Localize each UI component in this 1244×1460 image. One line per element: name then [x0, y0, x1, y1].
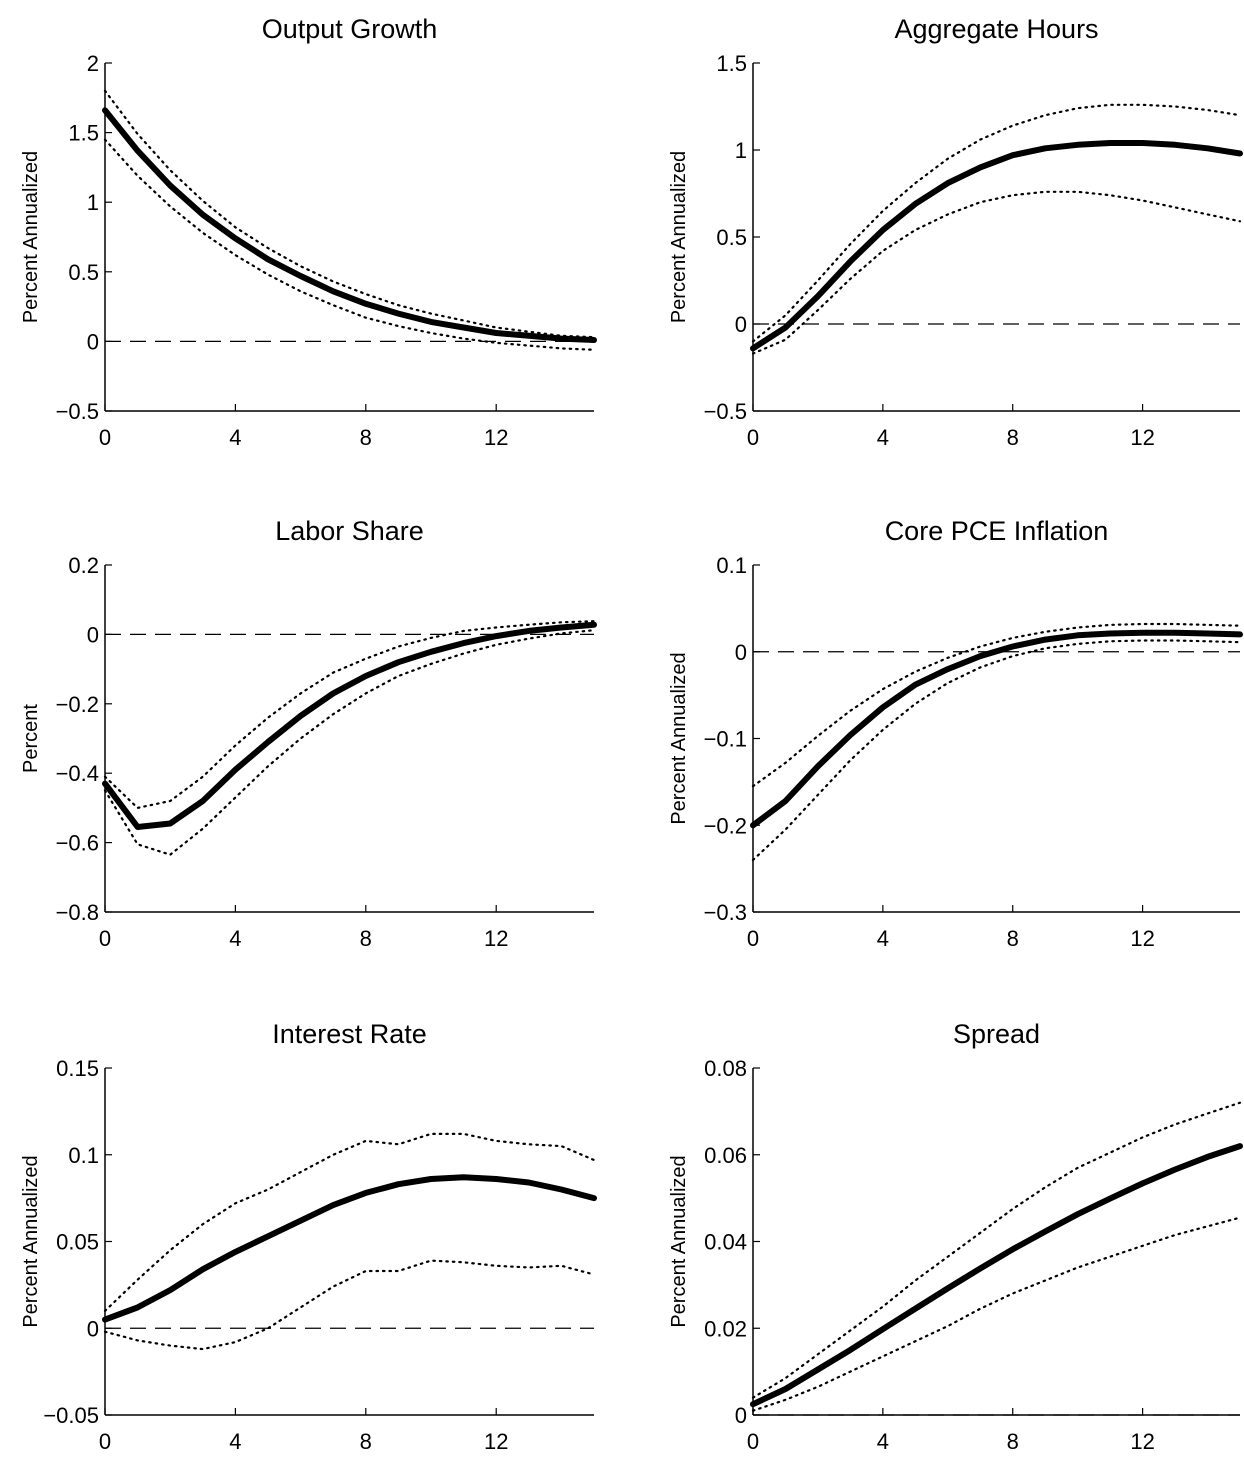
x-tick-label: 0 — [747, 425, 759, 450]
y-tick-label: 0 — [87, 1316, 99, 1341]
y-tick-label: −0.2 — [704, 813, 747, 838]
x-tick-label: 4 — [877, 926, 889, 951]
panel-5: Interest Rate Percent Annualized 0 4 8 12 −0.0… — [20, 1019, 597, 1454]
upper-band-line — [751, 1101, 1242, 1399]
median-response-line — [102, 107, 597, 343]
lower-band-line — [103, 138, 596, 351]
y-tick-label: 0.1 — [716, 553, 747, 578]
y-tick-label: 1.5 — [68, 121, 99, 146]
y-tick-label: −0.5 — [704, 399, 747, 424]
y-tick-label: 0.15 — [56, 1056, 99, 1081]
y-axis-label: Percent Annualized — [668, 151, 690, 323]
upper-band-line — [751, 622, 1242, 788]
upper-band-line — [103, 89, 596, 339]
y-tick-label: 0.5 — [716, 225, 747, 250]
x-tick-label: 8 — [1007, 926, 1019, 951]
panel-title: Core PCE Inflation — [885, 516, 1109, 546]
y-tick-label: −0.2 — [56, 692, 99, 717]
panel-title: Interest Rate — [272, 1019, 427, 1049]
y-tick-label: 0 — [735, 640, 747, 665]
lower-band-line — [751, 639, 1242, 862]
y-axis-label: Percent — [20, 704, 42, 773]
x-tick-label: 4 — [229, 1429, 241, 1454]
lower-band-line — [751, 190, 1242, 355]
y-tick-label: 0.05 — [56, 1230, 99, 1255]
median-response-line — [102, 621, 597, 830]
y-tick-label: −0.1 — [704, 727, 747, 752]
panel-3: Labor Share Percent 0 4 8 12 −0.8 −0.6 −0.4 −0.2 0… — [20, 516, 597, 951]
y-tick-label: 0.02 — [704, 1316, 747, 1341]
y-axis-label: Percent Annualized — [20, 1155, 42, 1327]
y-tick-label: 0 — [87, 622, 99, 647]
x-tick-label: 0 — [99, 1429, 111, 1454]
x-tick-label: 0 — [747, 926, 759, 951]
panel-title: Output Growth — [262, 14, 438, 44]
lower-band-line — [103, 1259, 596, 1351]
upper-band-line — [103, 1132, 596, 1313]
x-tick-label: 4 — [229, 425, 241, 450]
y-tick-label: 0.2 — [68, 553, 99, 578]
y-tick-label: 0.06 — [704, 1143, 747, 1168]
x-tick-label: 0 — [747, 1429, 759, 1454]
y-tick-label: −0.5 — [56, 399, 99, 424]
panel-title: Spread — [953, 1019, 1040, 1049]
panel-4: Core PCE Inflation Percent Annualized 0 4 8 1… — [668, 516, 1243, 951]
y-tick-label: 1 — [87, 190, 99, 215]
x-tick-label: 12 — [484, 425, 508, 450]
x-tick-label: 0 — [99, 926, 111, 951]
median-response-line — [102, 1174, 597, 1323]
y-axis-label: Percent Annualized — [668, 1155, 690, 1327]
y-tick-label: −0.4 — [56, 761, 99, 786]
y-tick-label: −0.8 — [56, 900, 99, 925]
x-tick-label: 8 — [360, 1429, 372, 1454]
y-tick-label: 0.5 — [68, 260, 99, 285]
panel-title: Labor Share — [275, 516, 424, 546]
x-tick-label: 12 — [1130, 926, 1154, 951]
x-tick-label: 12 — [484, 1429, 508, 1454]
x-tick-label: 4 — [229, 926, 241, 951]
y-tick-label: 0 — [87, 329, 99, 354]
y-tick-label: 0.04 — [704, 1230, 747, 1255]
x-tick-label: 8 — [360, 926, 372, 951]
y-tick-label: 0.08 — [704, 1056, 747, 1081]
y-tick-label: 1 — [735, 138, 747, 163]
median-response-line — [750, 1143, 1243, 1408]
y-tick-label: 0 — [735, 1403, 747, 1428]
x-tick-label: 12 — [1130, 1429, 1154, 1454]
x-tick-label: 8 — [360, 425, 372, 450]
x-tick-label: 8 — [1007, 425, 1019, 450]
median-response-line — [750, 629, 1243, 829]
upper-band-line — [751, 103, 1242, 343]
y-axis-label: Percent Annualized — [668, 652, 690, 824]
y-axis-label: Percent Annualized — [20, 151, 42, 323]
x-tick-label: 4 — [877, 1429, 889, 1454]
y-tick-label: 0.1 — [68, 1143, 99, 1168]
lower-band-line — [751, 1216, 1242, 1412]
y-tick-label: −0.3 — [704, 900, 747, 925]
panel-2: Aggregate Hours Percent Annualized 0 4 8 12 −0… — [668, 14, 1243, 450]
panel-title: Aggregate Hours — [894, 14, 1098, 44]
y-tick-label: 2 — [87, 51, 99, 76]
x-tick-label: 12 — [1130, 425, 1154, 450]
x-tick-label: 0 — [99, 425, 111, 450]
y-tick-label: 0 — [735, 312, 747, 337]
lower-band-line — [103, 629, 596, 856]
x-tick-label: 12 — [484, 926, 508, 951]
y-tick-label: −0.6 — [56, 831, 99, 856]
y-tick-label: −0.05 — [43, 1403, 99, 1428]
median-response-line — [750, 140, 1243, 352]
x-tick-label: 4 — [877, 425, 889, 450]
upper-band-line — [103, 620, 596, 810]
panel-6: Spread Percent Annualized 0 4 8 12 0 0.02 0.04 0.… — [668, 1019, 1243, 1454]
x-tick-label: 8 — [1007, 1429, 1019, 1454]
y-tick-label: 1.5 — [716, 51, 747, 76]
